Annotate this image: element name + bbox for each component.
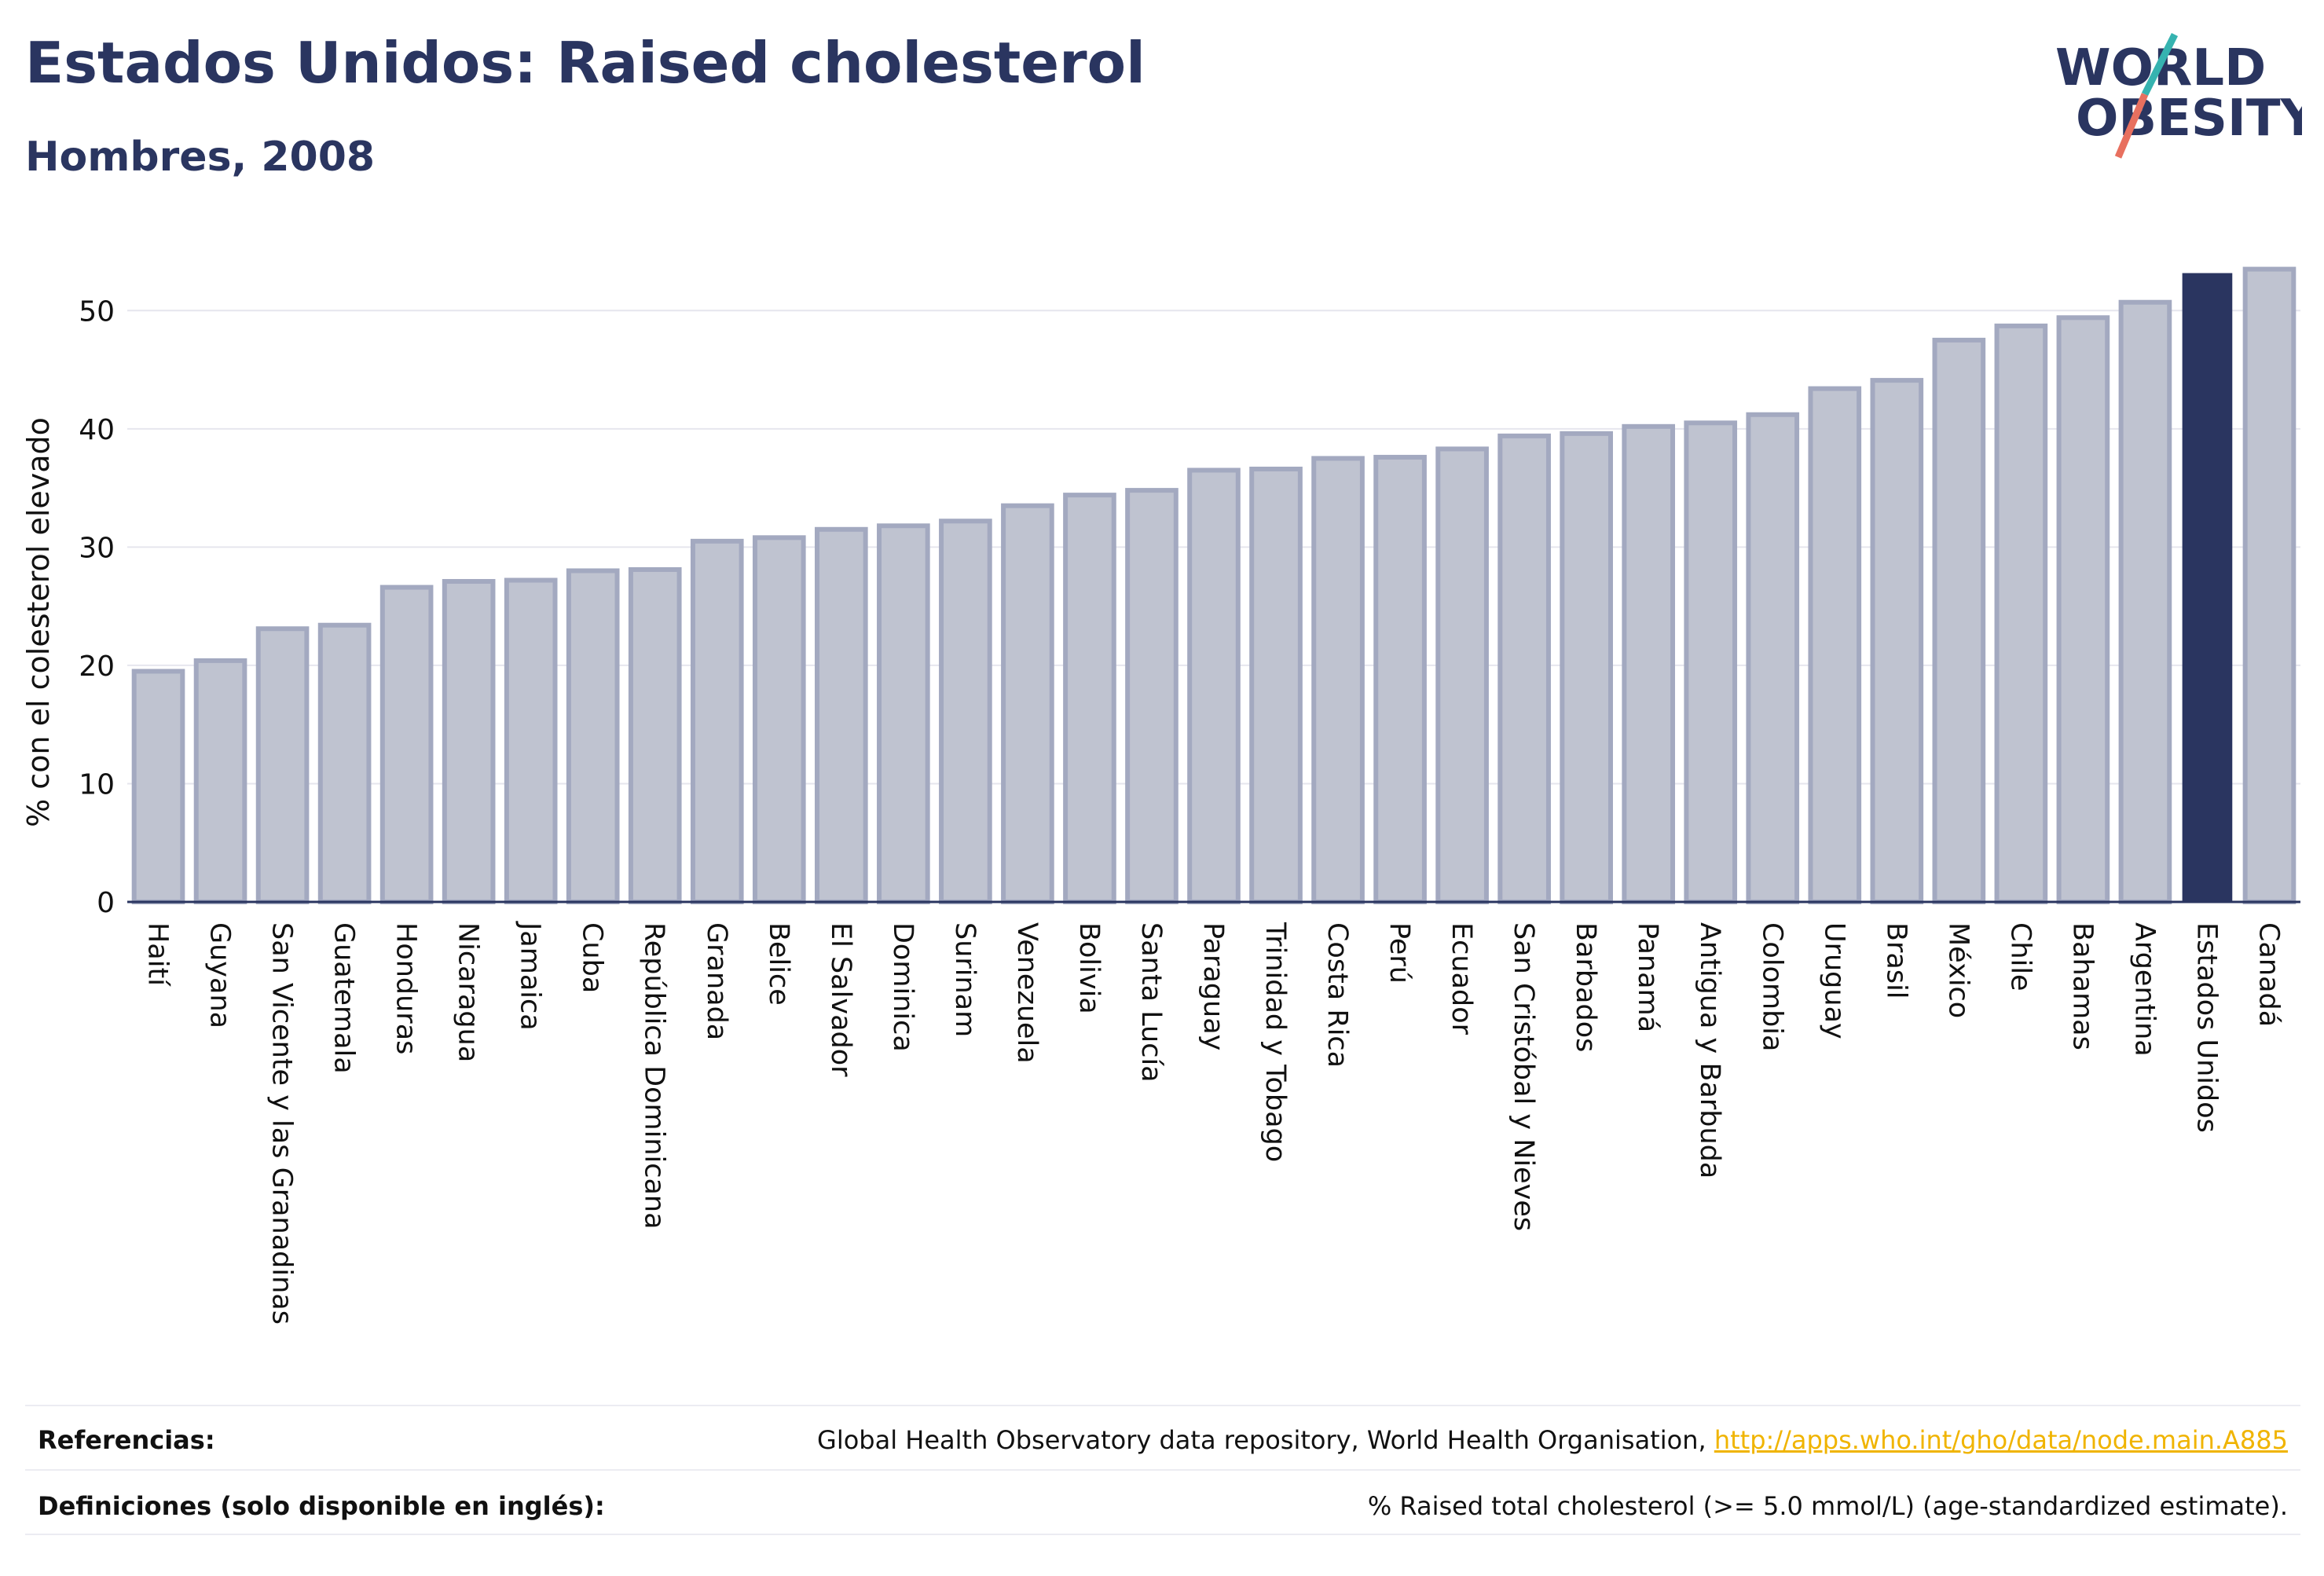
bar-chart: 0 10 20 30 40 50 Haití Guyana San Vicente y las…: [21, 266, 2300, 1325]
bar-bahamas[interactable]: [2056, 315, 2110, 904]
x-tick-label: México: [1942, 922, 1974, 1018]
x-tick-label: Trinidad y Tobago: [1259, 922, 1291, 1162]
bar-canada[interactable]: [2242, 266, 2297, 904]
bar-venezuela[interactable]: [1001, 503, 1054, 904]
x-tick-label: San Cristóbal y Nieves: [1508, 922, 1539, 1231]
bar-ecuador[interactable]: [1435, 446, 1489, 904]
bar-paraguay[interactable]: [1187, 467, 1241, 904]
bar-barbados[interactable]: [1560, 431, 1613, 904]
bar-trinidad-y-tobago[interactable]: [1249, 467, 1303, 904]
x-tick-label: Antigua y Barbuda: [1694, 922, 1725, 1178]
bar-bolivia[interactable]: [1063, 493, 1116, 904]
x-tick-label: Panamá: [1632, 922, 1663, 1032]
bar-brasil[interactable]: [1870, 378, 1924, 904]
x-tick-label: Santa Lucía: [1135, 922, 1167, 1083]
x-tick-label: Argentina: [2128, 922, 2160, 1057]
bar-san-cristobal-y-nieves[interactable]: [1497, 433, 1551, 904]
bar-honduras[interactable]: [379, 585, 434, 904]
bar-chile[interactable]: [1994, 323, 2048, 904]
x-tick-label: Venezuela: [1011, 922, 1043, 1064]
bar-uruguay[interactable]: [1808, 386, 1862, 904]
x-tick-label: Bahamas: [2066, 922, 2098, 1050]
bar-guyana[interactable]: [193, 658, 247, 904]
y-tick-label: 30: [79, 532, 115, 564]
footer-divider-top: [25, 1405, 2300, 1406]
bar-antigua-y-barbuda[interactable]: [1684, 420, 1738, 904]
x-tick-label: Guyana: [204, 922, 236, 1028]
bar-surinam[interactable]: [939, 519, 992, 905]
bars: [131, 266, 2297, 905]
definitions-value: % Raised total cholesterol (>= 5.0 mmol/…: [1367, 1491, 2288, 1521]
x-tick-label: Cuba: [577, 922, 608, 993]
bar-dominica[interactable]: [877, 523, 930, 904]
references-value: Global Health Observatory data repositor…: [817, 1425, 2288, 1455]
references-row: Referencias: Global Health Observatory d…: [25, 1408, 2300, 1471]
bar-peru[interactable]: [1373, 454, 1427, 904]
bar-costa-rica[interactable]: [1311, 456, 1365, 904]
y-tick-label: 50: [79, 295, 115, 328]
bar-guatemala[interactable]: [317, 622, 372, 904]
definitions-label: Definiciones (solo disponible en inglés)…: [38, 1491, 605, 1521]
x-tick-label: Barbados: [1570, 922, 1601, 1052]
bar-granada[interactable]: [690, 538, 744, 904]
x-tick-label: Honduras: [390, 922, 422, 1054]
chart-subtitle: Hombres, 2008: [25, 134, 376, 181]
y-tick-label: 0: [97, 887, 115, 919]
y-tick-labels: 0 10 20 30 40 50: [79, 295, 115, 919]
footer-divider-middle: [25, 1469, 2300, 1471]
x-tick-label: Jamaica: [515, 921, 546, 1031]
x-tick-label: Surinam: [949, 922, 981, 1037]
bar-argentina[interactable]: [2118, 299, 2172, 904]
bar-republica-dominicana[interactable]: [628, 566, 682, 904]
x-tick-label: El Salvador: [825, 922, 856, 1077]
x-tick-label: Ecuador: [1446, 922, 1477, 1035]
footer-divider-bottom: [25, 1534, 2300, 1535]
x-tick-label: Colombia: [1756, 922, 1787, 1051]
x-tick-label: Uruguay: [1818, 922, 1849, 1039]
bar-belice[interactable]: [752, 535, 806, 904]
x-tick-label: Estados Unidos: [2190, 922, 2222, 1133]
bar-el-salvador[interactable]: [815, 526, 868, 904]
bar-santa-lucia[interactable]: [1125, 488, 1178, 904]
bar-estados-unidos[interactable]: [2182, 273, 2233, 903]
bar-mexico[interactable]: [1932, 337, 1986, 904]
x-tick-label: Guatemala: [328, 922, 360, 1074]
bar-san-vicente-y-las-granadinas[interactable]: [255, 626, 310, 904]
y-axis-label: % con el colesterol elevado: [21, 417, 56, 827]
x-tick-labels: Haití Guyana San Vicente y las Granadinas G…: [142, 921, 2285, 1325]
x-tick-label: Perú: [1384, 922, 1415, 984]
x-tick-label: Costa Rica: [1321, 922, 1353, 1068]
x-tick-label: Bolivia: [1073, 922, 1105, 1014]
x-tick-label: República Dominicana: [639, 922, 670, 1230]
bar-nicaragua[interactable]: [442, 579, 496, 904]
world-obesity-logo: WORLD OBESITY: [2055, 32, 2302, 159]
x-tick-label: Nicaragua: [453, 922, 484, 1062]
x-tick-label: Brasil: [1880, 922, 1912, 999]
x-tick-label: San Vicente y las Granadinas: [266, 922, 298, 1325]
references-text: Global Health Observatory data repositor…: [817, 1425, 1706, 1455]
x-tick-label: Chile: [2004, 922, 2036, 991]
x-tick-label: Dominica: [887, 922, 918, 1052]
chart-title: Estados Unidos: Raised cholesterol: [25, 30, 1146, 96]
bar-jamaica[interactable]: [504, 577, 558, 904]
bar-colombia[interactable]: [1746, 412, 1800, 904]
y-tick-label: 10: [79, 768, 115, 801]
bar-cuba[interactable]: [566, 568, 620, 904]
bar-haiti[interactable]: [131, 669, 185, 904]
x-tick-label: Canadá: [2253, 922, 2284, 1027]
y-tick-label: 20: [79, 651, 115, 683]
references-label: Referencias:: [38, 1425, 215, 1455]
bar-panama[interactable]: [1622, 423, 1676, 904]
x-tick-label: Granada: [701, 922, 732, 1040]
x-tick-label: Haití: [142, 922, 174, 987]
y-tick-label: 40: [79, 414, 115, 446]
x-tick-label: Paraguay: [1197, 922, 1229, 1050]
x-tick-label: Belice: [763, 922, 794, 1006]
definitions-row: Definiciones (solo disponible en inglés)…: [25, 1474, 2300, 1537]
references-link[interactable]: http://apps.who.int/gho/data/node.main.A…: [1714, 1425, 2288, 1455]
logo-text-obesity: OBESITY: [2076, 90, 2302, 148]
